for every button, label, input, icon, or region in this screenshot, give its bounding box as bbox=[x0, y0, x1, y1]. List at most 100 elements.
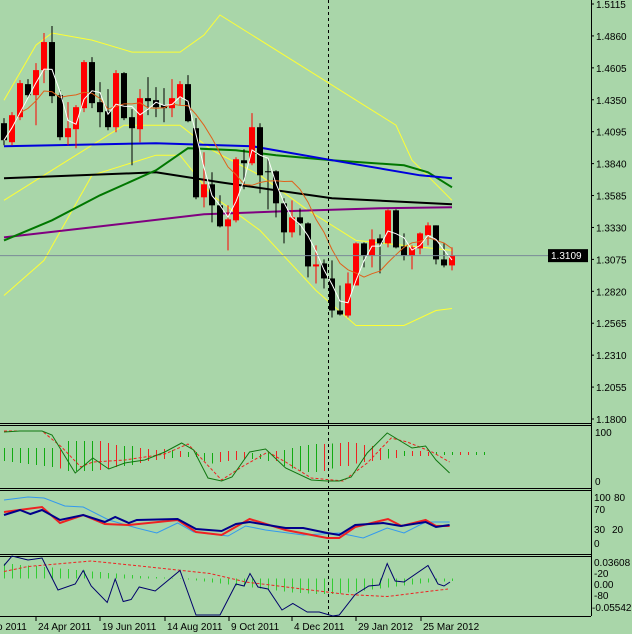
time-label: 29 Jan 2012 bbox=[358, 622, 413, 633]
bullish-candle bbox=[449, 255, 455, 266]
bearish-candle bbox=[337, 310, 343, 315]
price-label: 1.2820 bbox=[596, 287, 627, 298]
bearish-candle bbox=[161, 105, 167, 109]
bearish-candle bbox=[1, 123, 7, 141]
macd-scale-label: 0.03608 bbox=[594, 558, 631, 569]
bearish-candle bbox=[145, 98, 151, 102]
bullish-candle bbox=[73, 107, 79, 130]
stochastic-scale-label: 100 bbox=[595, 428, 612, 439]
bearish-candle bbox=[401, 246, 407, 256]
price-label: 1.2055 bbox=[596, 383, 627, 394]
time-label: 25 Mar 2012 bbox=[423, 622, 480, 633]
bullish-candle bbox=[177, 84, 183, 99]
rsi-scale-label: 0 bbox=[594, 539, 600, 550]
bullish-candle bbox=[169, 98, 175, 109]
stochastic-signal-line bbox=[4, 430, 450, 482]
bullish-candle bbox=[65, 128, 71, 138]
macd-scale-label: -80 bbox=[594, 591, 609, 602]
macd-panel bbox=[3, 555, 453, 617]
bearish-candle bbox=[321, 263, 327, 279]
ma-black-line bbox=[3, 171, 453, 206]
bullish-candle bbox=[41, 42, 47, 71]
price-label: 1.4605 bbox=[596, 64, 627, 75]
rsi-blue-line bbox=[3, 508, 450, 537]
ma-green-line bbox=[3, 147, 453, 242]
bearish-candle bbox=[89, 62, 95, 104]
bullish-candle bbox=[417, 233, 423, 249]
time-label: o 2011 bbox=[0, 622, 27, 633]
ma-purple-line bbox=[3, 206, 453, 239]
bearish-candle bbox=[153, 100, 159, 108]
price-label: 1.2310 bbox=[596, 351, 627, 362]
macd-main-line bbox=[3, 555, 451, 617]
bearish-candle bbox=[329, 278, 335, 311]
bullish-candle bbox=[353, 243, 359, 286]
bullish-candle bbox=[249, 127, 255, 164]
bullish-candle bbox=[81, 62, 87, 109]
rsi-scale-label: 100 bbox=[594, 493, 611, 504]
bearish-candle bbox=[377, 238, 383, 244]
price-label: 1.1800 bbox=[596, 415, 627, 426]
macd-signal-line bbox=[3, 560, 449, 598]
bullish-candle bbox=[313, 264, 319, 267]
price-label: 1.4350 bbox=[596, 96, 627, 107]
bearish-candle bbox=[441, 259, 447, 266]
bullish-candle bbox=[9, 115, 15, 143]
macd-scale-label: -20 bbox=[594, 569, 609, 580]
bullish-candle bbox=[201, 184, 207, 198]
sma-fast-line bbox=[3, 68, 453, 304]
bullish-candle bbox=[289, 217, 295, 233]
ma-blue-line bbox=[3, 142, 453, 180]
time-label: 9 Oct 2011 bbox=[231, 622, 280, 633]
price-label: 1.2565 bbox=[596, 319, 627, 330]
bullish-candle bbox=[17, 83, 23, 118]
bullish-candle bbox=[233, 159, 239, 221]
bearish-candle bbox=[257, 127, 263, 176]
bullish-candle bbox=[225, 219, 231, 227]
bullish-candle bbox=[345, 283, 351, 316]
stochastic-main-line bbox=[3, 430, 450, 482]
bearish-candle bbox=[121, 73, 127, 119]
bearish-candle bbox=[57, 95, 63, 138]
price-label: 1.5115 bbox=[596, 0, 626, 11]
bearish-candle bbox=[217, 205, 223, 227]
price-label: 1.3840 bbox=[596, 160, 627, 171]
price-axis: 1.5115 1.4860 1.4605 1.4350 1.4095 1.3840 1.35… bbox=[591, 0, 632, 614]
stochastic-scale-label: 0 bbox=[595, 477, 601, 488]
bearish-candle bbox=[433, 225, 439, 260]
bullish-candle bbox=[425, 225, 431, 236]
bollinger-upper-line bbox=[3, 14, 453, 201]
candles bbox=[1, 26, 455, 318]
rsi-scale-label: 80 bbox=[614, 493, 626, 504]
panel-frames bbox=[0, 0, 592, 617]
short-moving-averages bbox=[3, 68, 453, 304]
bearish-candle bbox=[297, 217, 303, 224]
bearish-candle bbox=[97, 102, 103, 113]
bearish-candle bbox=[281, 203, 287, 233]
bullish-candle bbox=[137, 98, 143, 130]
bearish-candle bbox=[105, 111, 111, 128]
price-label: 1.3075 bbox=[596, 255, 627, 266]
bullish-candle bbox=[385, 210, 391, 244]
time-label: 4 Dec 2011 bbox=[294, 622, 345, 633]
price-label: 1.4860 bbox=[596, 32, 627, 43]
bearish-candle bbox=[265, 171, 271, 173]
bearish-candle bbox=[273, 171, 279, 204]
bearish-candle bbox=[393, 210, 399, 248]
time-label: 19 Jun 2011 bbox=[102, 622, 157, 633]
bullish-candle bbox=[113, 73, 119, 128]
bearish-candle bbox=[241, 160, 247, 164]
price-label: 1.3330 bbox=[596, 223, 627, 234]
price-label: 1.3585 bbox=[596, 192, 627, 203]
bearish-candle bbox=[193, 128, 199, 198]
bearish-candle bbox=[305, 223, 311, 267]
overlay-lines bbox=[3, 14, 453, 326]
current-price-tag: 1.3109 bbox=[548, 249, 588, 262]
time-label: 14 Aug 2011 bbox=[167, 622, 223, 633]
rsi-scale-label: 30 bbox=[594, 525, 606, 536]
bearish-candle bbox=[361, 243, 367, 256]
bullish-candle bbox=[409, 247, 415, 256]
macd-scale-label: -0.05542 bbox=[592, 603, 632, 614]
